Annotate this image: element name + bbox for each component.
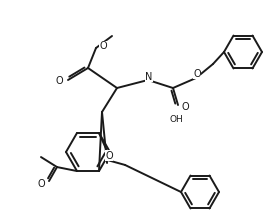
Text: N: N <box>145 72 153 82</box>
Text: OH: OH <box>169 114 183 123</box>
Text: O: O <box>105 151 113 161</box>
Text: O: O <box>181 102 189 112</box>
Text: O: O <box>99 41 107 51</box>
Text: O: O <box>193 69 201 79</box>
Text: O: O <box>55 76 63 86</box>
Text: O: O <box>37 179 45 189</box>
